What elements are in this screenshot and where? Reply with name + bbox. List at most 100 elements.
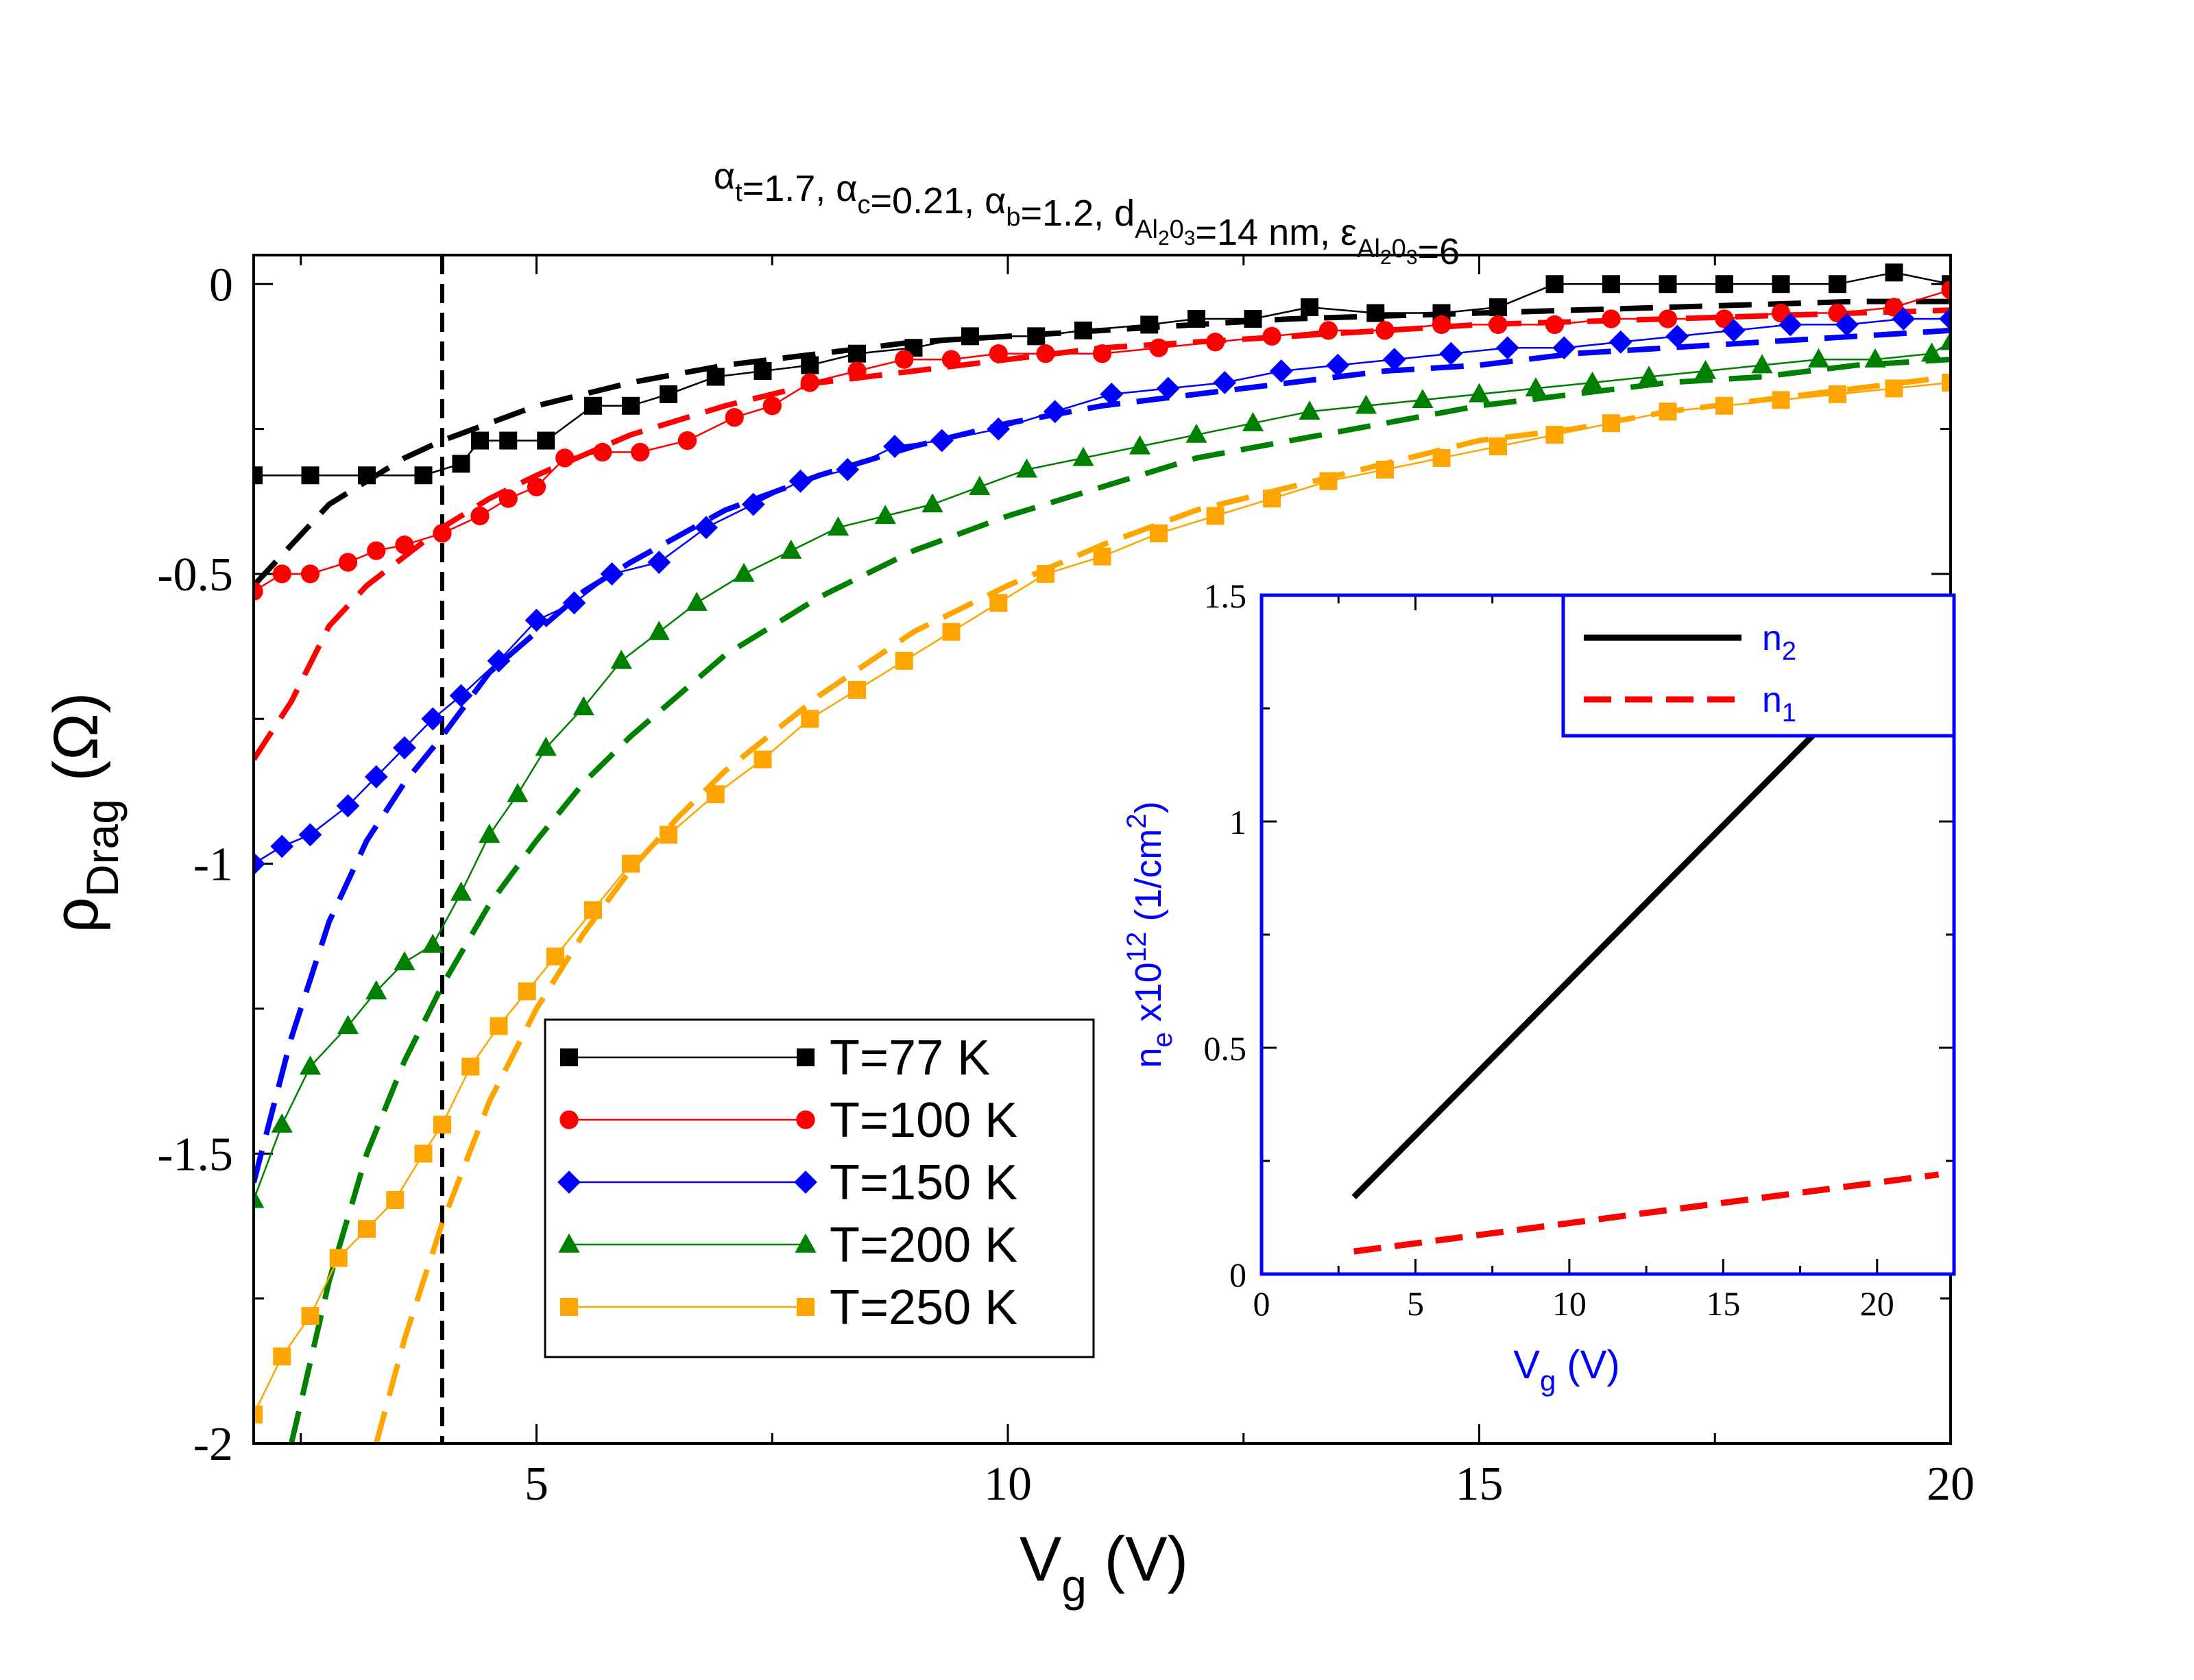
- theory-curve: [289, 357, 1951, 1443]
- data-point: [1715, 396, 1733, 415]
- data-point: [706, 785, 725, 804]
- inset-y-tick-label: 0.5: [1204, 1029, 1247, 1068]
- inset-x-tick-label: 20: [1860, 1284, 1894, 1323]
- y-tick-label: -2: [193, 1418, 233, 1471]
- data-point: [1835, 313, 1859, 337]
- x-tick-label: 15: [1456, 1458, 1504, 1511]
- data-point: [449, 684, 473, 708]
- data-point: [270, 835, 294, 859]
- legend-marker: [797, 1048, 815, 1066]
- inset-y-tick-label: 1.5: [1204, 577, 1247, 615]
- data-point: [695, 516, 718, 540]
- legend-marker: [796, 1110, 815, 1129]
- data-point: [1242, 411, 1264, 431]
- legend-marker: [797, 1298, 815, 1316]
- data-point: [1355, 394, 1377, 414]
- data-point: [686, 591, 708, 611]
- data-point: [874, 505, 896, 525]
- data-point: [527, 477, 546, 496]
- data-point: [754, 750, 772, 769]
- data-point: [273, 1347, 291, 1366]
- data-point: [254, 1405, 263, 1424]
- data-point: [1638, 365, 1660, 385]
- data-point: [1940, 331, 1951, 350]
- data-point: [535, 736, 557, 756]
- data-point: [1263, 490, 1281, 508]
- data-point: [498, 489, 518, 508]
- data-point: [414, 466, 433, 485]
- data-point: [610, 649, 632, 669]
- data-point: [1366, 304, 1385, 322]
- legend-marker: [795, 1233, 817, 1253]
- data-point: [452, 455, 470, 473]
- legend-label: T=77 K: [830, 1031, 990, 1085]
- data-point: [336, 794, 360, 817]
- data-point: [848, 344, 866, 363]
- data-point: [271, 1113, 293, 1133]
- x-axis-label: Vg (V): [1020, 1524, 1188, 1611]
- data-point: [762, 396, 782, 416]
- data-point: [1694, 359, 1717, 379]
- data-point: [1885, 263, 1903, 282]
- data-point: [1939, 307, 1951, 331]
- data-point: [329, 1249, 348, 1267]
- data-point: [414, 1144, 433, 1163]
- data-point: [254, 1188, 265, 1208]
- data-point: [660, 826, 677, 844]
- data-point: [1941, 280, 1951, 300]
- data-point: [1659, 403, 1677, 421]
- data-point: [1037, 564, 1054, 583]
- data-point: [800, 373, 819, 392]
- data-point: [780, 539, 802, 559]
- data-point: [518, 982, 536, 1000]
- data-point: [433, 1116, 451, 1134]
- data-point: [1581, 371, 1604, 391]
- data-point: [1092, 344, 1112, 363]
- data-point: [1382, 348, 1406, 372]
- data-point: [1489, 437, 1507, 455]
- data-point: [1036, 344, 1055, 363]
- data-point: [622, 396, 640, 415]
- inset-x-tick-label: 0: [1253, 1284, 1270, 1323]
- data-point: [1129, 435, 1151, 455]
- data-point: [961, 327, 979, 346]
- data-point: [1205, 333, 1225, 352]
- data-point: [1299, 400, 1321, 420]
- data-point: [1545, 275, 1564, 293]
- data-point: [989, 594, 1008, 612]
- data-point: [1892, 307, 1916, 331]
- data-point: [1715, 275, 1733, 293]
- data-point: [525, 608, 548, 632]
- data-point: [921, 493, 943, 513]
- data-point: [801, 356, 819, 374]
- data-point: [660, 385, 677, 403]
- data-point: [1722, 318, 1746, 342]
- data-point: [490, 1017, 508, 1035]
- data-point: [1439, 341, 1463, 365]
- data-point: [299, 1055, 322, 1075]
- inset-x-tick-label: 10: [1552, 1284, 1587, 1323]
- y-tick-label: 0: [209, 259, 233, 311]
- data-point: [1326, 353, 1350, 377]
- data-point: [969, 475, 991, 495]
- data-point: [487, 649, 511, 673]
- data-point: [433, 524, 452, 543]
- data-point: [1043, 400, 1067, 424]
- inset-x-axis-label: Vg (V): [1513, 1343, 1619, 1397]
- x-tick-label: 5: [525, 1458, 548, 1511]
- data-point: [1468, 383, 1491, 403]
- data-point: [1602, 309, 1621, 328]
- data-point: [1545, 315, 1565, 335]
- data-point: [741, 492, 765, 516]
- data-point: [1495, 336, 1519, 360]
- data-point: [1213, 371, 1237, 394]
- legend-marker: [794, 1171, 817, 1194]
- data-point: [1920, 342, 1943, 362]
- data-point: [801, 710, 819, 728]
- inset-legend-label: n1: [1762, 680, 1796, 728]
- data-point: [572, 696, 594, 716]
- data-point: [1244, 309, 1262, 328]
- inset-y-axis-label: ne x1012 (1/cm2): [1122, 801, 1178, 1068]
- data-point: [254, 581, 263, 601]
- plot-layer: [254, 255, 1951, 1443]
